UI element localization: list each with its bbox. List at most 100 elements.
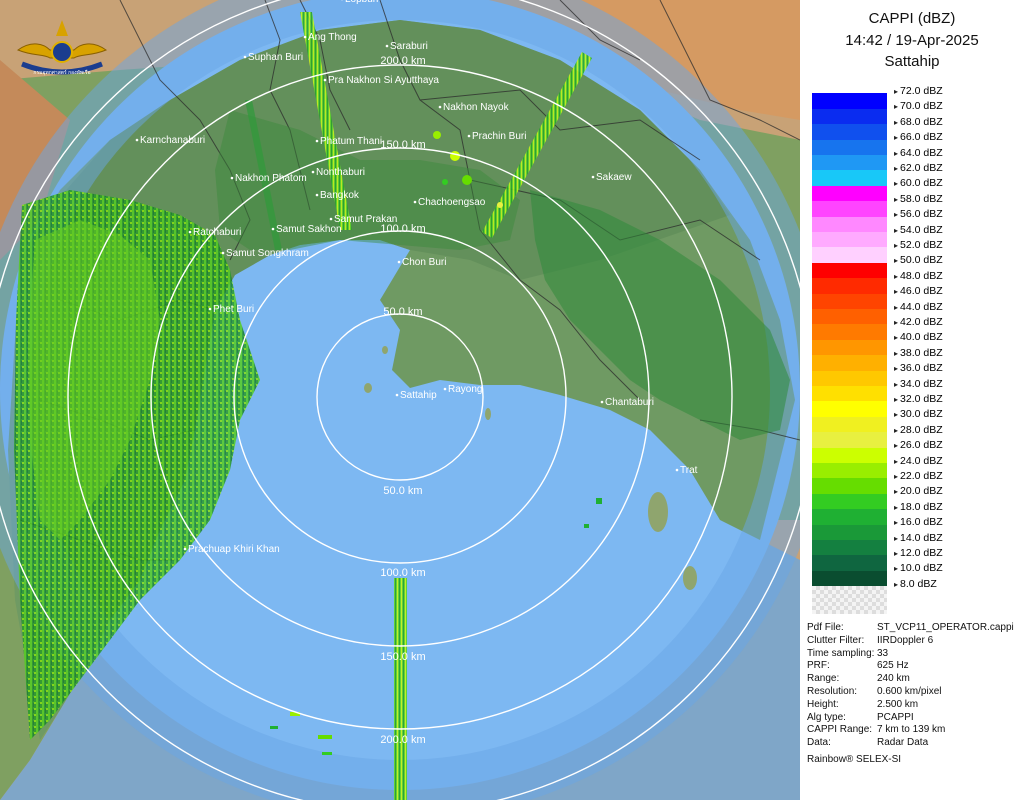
place-marker: Chachoengsao [413, 197, 486, 208]
info-key: Resolution: [807, 686, 858, 697]
place-label: Nonthaburi [316, 167, 365, 178]
place-dot [208, 307, 212, 311]
range-label-200km-north: 200.0 km [380, 55, 425, 67]
echo-north [215, 110, 520, 250]
place-dot [443, 387, 447, 391]
legend-swatch [812, 247, 887, 263]
place-label: Sattahip [400, 390, 437, 401]
legend-swatch [812, 540, 887, 556]
legend-swatch [812, 570, 887, 587]
place-label: Trat [680, 465, 698, 476]
place-label: Nakhon Nayok [443, 102, 510, 113]
legend-swatch [812, 478, 887, 494]
spike-south [394, 578, 407, 800]
place-marker: Karnchanaburi [135, 135, 205, 146]
range-label-50km-north: 50.0 km [383, 306, 422, 318]
info-key: Data: [807, 737, 831, 749]
echo-west-core [28, 220, 160, 540]
place-label: Suphan Buri [248, 52, 303, 63]
place-label: Phatum Thani [320, 136, 382, 147]
place-dot [188, 230, 192, 234]
info-key: Height: [807, 698, 839, 710]
info-value: 625 Hz [877, 660, 909, 672]
legend-label: 16.0 dBZ [894, 516, 943, 528]
place-marker: Sakaew [591, 172, 632, 183]
place-label: Saraburi [390, 41, 428, 52]
place-marker: Nonthaburi [311, 167, 365, 178]
legend-label: 70.0 dBZ [894, 100, 943, 112]
island-koh-kut [683, 566, 697, 590]
place-dot [438, 105, 442, 109]
place-dot [397, 260, 401, 264]
legend-label: 14.0 dBZ [894, 532, 943, 544]
info-value: PCAPPI [877, 711, 914, 723]
info-row: Time sampling: 33 [807, 647, 888, 659]
legend-swatch [812, 524, 887, 540]
place-label: Rayong [448, 384, 482, 395]
legend-swatch [812, 309, 887, 325]
legend-label: 12.0 dBZ [894, 547, 943, 559]
place-marker: Sattahip [395, 390, 437, 401]
place-label: Pra Nakhon Si Ayutthaya [328, 75, 439, 86]
place-label: Chantaburi [605, 397, 654, 408]
range-ring-50km [316, 313, 484, 481]
legend-label: 64.0 dBZ [894, 147, 943, 159]
legend-swatch [812, 185, 887, 202]
place-marker: Suphan Buri [243, 52, 303, 63]
island-3 [485, 408, 491, 420]
place-dot [675, 468, 679, 472]
info-key: Alg type: [807, 711, 846, 723]
legend-label: 28.0 dBZ [894, 424, 943, 436]
legend-label: 66.0 dBZ [894, 131, 943, 143]
legend-label: 72.0 dBZ [894, 85, 943, 97]
legend-swatch [812, 170, 887, 186]
legend-swatch [812, 416, 887, 433]
legend-label: 36.0 dBZ [894, 362, 943, 374]
radar-map-canvas: 50.0 km 100.0 km 150.0 km 200.0 km 50.0 … [0, 0, 800, 800]
place-marker: Lopburi [341, 0, 378, 5]
legend-label: 40.0 dBZ [894, 331, 943, 343]
range-ring-100km [233, 230, 567, 564]
legend-label: 44.0 dBZ [894, 301, 943, 313]
legend-swatch [812, 78, 887, 94]
legend-swatch [812, 386, 887, 402]
island-1 [364, 383, 372, 393]
legend-label: 60.0 dBZ [894, 177, 943, 189]
info-key: Time sampling: [807, 647, 875, 659]
place-dot [230, 176, 234, 180]
legend-label: 46.0 dBZ [894, 285, 943, 297]
place-label: Phet Buri [213, 304, 254, 315]
legend-swatch [812, 201, 887, 217]
legend-label: 56.0 dBZ [894, 208, 943, 220]
info-value: 33 [877, 647, 889, 659]
info-key: Pdf File: [807, 622, 844, 633]
legend-swatch [812, 555, 887, 571]
spike-north-2 [245, 100, 282, 250]
footer-brand: Rainbow® SELEX-SI [807, 754, 902, 765]
range-ring-150km [150, 147, 650, 647]
legend-label: 32.0 dBZ [894, 393, 943, 405]
place-dot [323, 78, 327, 82]
legend-label: 34.0 dBZ [894, 378, 943, 390]
place-label: Prachuap Khiri Khan [188, 544, 280, 555]
place-dot [413, 200, 417, 204]
legend-label: 18.0 dBZ [894, 501, 943, 513]
place-dot [303, 35, 307, 39]
place-marker: Trat [675, 465, 698, 476]
range-label-150km-north: 150.0 km [380, 139, 425, 151]
range-label-150km: 150.0 km [380, 651, 425, 663]
place-label: Samut Songkhram [226, 248, 309, 259]
info-value: ST_VCP11_OPERATOR.cappi [877, 622, 1014, 633]
legend-label: 24.0 dBZ [894, 455, 943, 467]
storm-cells [270, 131, 602, 755]
place-dot [395, 393, 399, 397]
place-label: Nakhon Phatom [235, 173, 307, 184]
radar-map[interactable]: 50.0 km 100.0 km 150.0 km 200.0 km 50.0 … [0, 0, 800, 800]
place-marker: Samut Sakhon [271, 224, 342, 235]
legend-swatch [812, 293, 887, 309]
range-label-200km: 200.0 km [380, 734, 425, 746]
place-label: Ratchaburi [193, 227, 241, 238]
place-marker: Saraburi [385, 41, 428, 52]
place-label: Bangkok [320, 190, 360, 201]
place-dot [271, 227, 275, 231]
